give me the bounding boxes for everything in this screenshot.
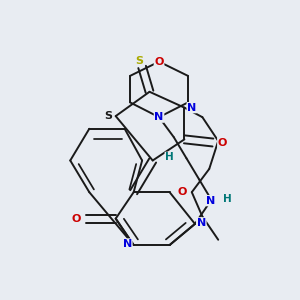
Text: S: S	[104, 111, 112, 121]
Text: N: N	[197, 218, 206, 228]
Text: N: N	[123, 239, 132, 249]
Text: O: O	[72, 214, 81, 224]
Text: O: O	[218, 137, 227, 148]
Text: H: H	[224, 194, 232, 204]
Text: N: N	[206, 196, 215, 206]
Text: H: H	[165, 152, 174, 162]
Text: O: O	[154, 57, 164, 67]
Text: N: N	[187, 103, 196, 112]
Text: S: S	[136, 56, 143, 66]
Text: O: O	[178, 187, 187, 197]
Text: N: N	[154, 112, 164, 122]
